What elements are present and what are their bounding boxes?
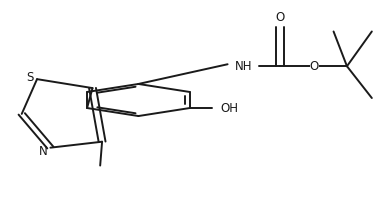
Text: OH: OH [220,102,238,115]
Text: S: S [26,71,34,84]
Text: N: N [39,145,48,158]
Text: O: O [310,60,319,73]
Text: NH: NH [235,60,252,73]
Text: O: O [275,11,285,24]
